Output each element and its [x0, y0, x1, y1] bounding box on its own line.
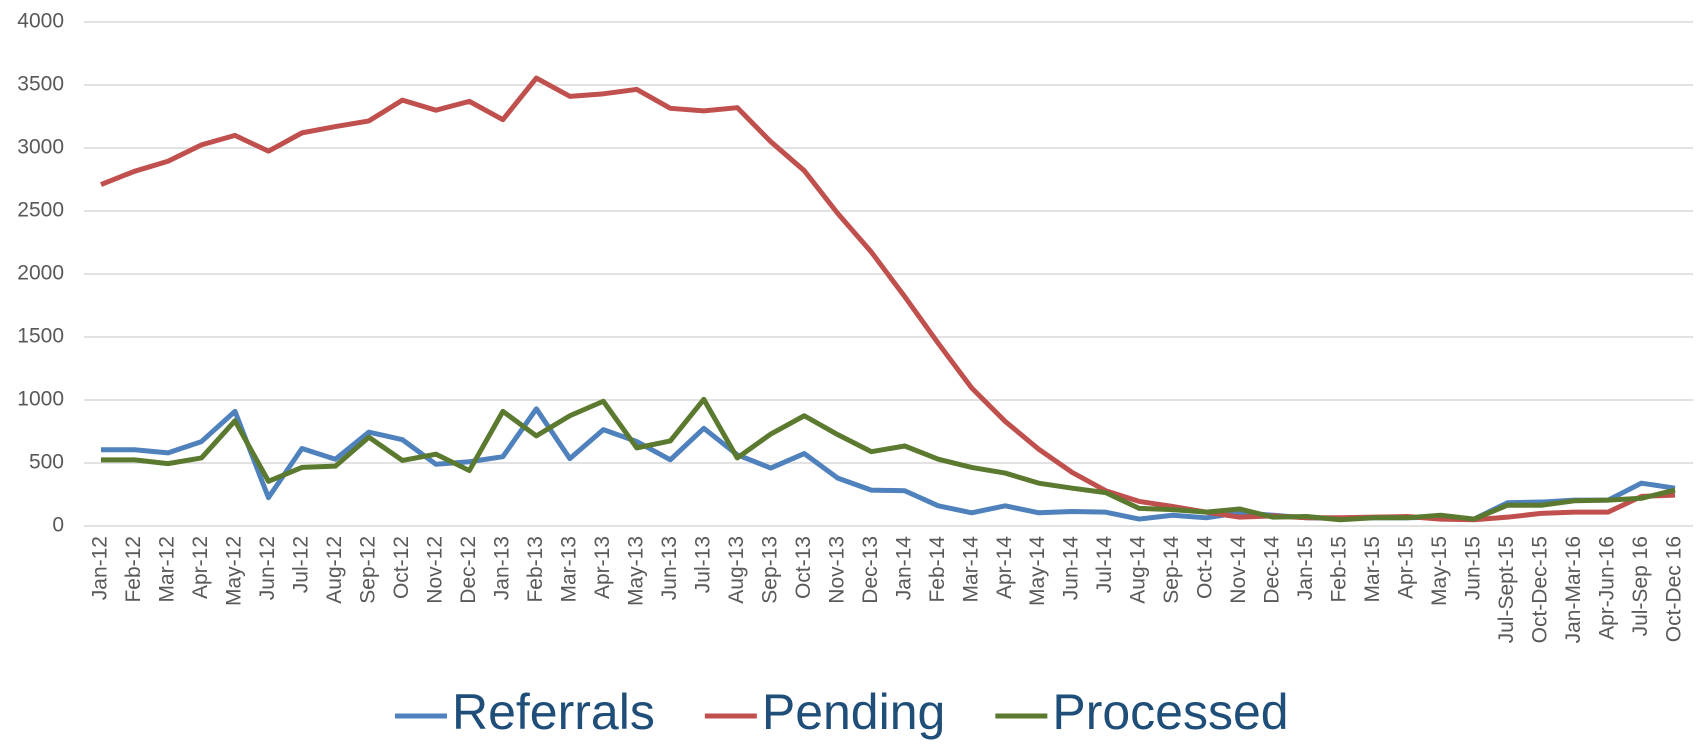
x-tick-label: Jun-13 [658, 536, 681, 600]
x-tick-label: Jan-14 [892, 536, 915, 601]
x-tick-label: Feb-15 [1328, 536, 1351, 603]
y-tick-label: 500 [29, 451, 64, 474]
x-tick-label: Feb-14 [926, 536, 949, 603]
x-tick-label: Jan-Mar-16 [1562, 536, 1585, 643]
series-line [101, 396, 1676, 523]
x-tick-label: Jul-Sep 16 [1629, 536, 1652, 636]
x-tick-label: Dec-14 [1261, 536, 1284, 604]
x-tick-label: Apr-12 [189, 536, 212, 599]
x-tick-label: Jul-13 [691, 536, 714, 593]
legend-label: Processed [1052, 684, 1288, 740]
y-tick-label: 1500 [17, 325, 64, 348]
x-tick-label: Jul-14 [1093, 536, 1116, 594]
x-tick-label: Jun-15 [1462, 536, 1485, 600]
x-tick-label: Jul-12 [289, 536, 312, 593]
legend-label: Referrals [452, 684, 655, 740]
y-tick-label: 4000 [17, 10, 64, 33]
x-tick-label: May-15 [1428, 536, 1451, 606]
x-tick-label: Jul-Sept-15 [1495, 536, 1518, 643]
x-tick-label: Aug-12 [323, 536, 346, 604]
x-tick-label: Mar-15 [1361, 536, 1384, 603]
x-tick-label: Sep-12 [356, 536, 379, 604]
x-tick-label: Mar-13 [557, 536, 580, 603]
x-tick-label: Oct-14 [1194, 536, 1217, 599]
x-tick-label: Apr-14 [993, 536, 1016, 599]
x-tick-label: Jan-12 [89, 536, 112, 600]
x-tick-label: Oct-13 [792, 536, 815, 599]
x-tick-label: Oct-Dec 16 [1663, 536, 1686, 642]
y-tick-label: 1000 [17, 388, 64, 411]
x-tick-label: Oct-12 [390, 536, 413, 599]
y-tick-label: 0 [52, 514, 64, 537]
y-tick-label: 2000 [17, 262, 64, 285]
x-tick-label: Aug-14 [1127, 536, 1150, 604]
y-tick-label: 2500 [17, 199, 64, 222]
x-tick-label: Nov-13 [825, 536, 848, 604]
x-tick-label: Nov-14 [1227, 536, 1250, 604]
x-tick-label: Aug-13 [725, 536, 748, 604]
x-tick-label: Jun-12 [256, 536, 279, 600]
legend-label: Pending [762, 684, 946, 740]
x-tick-label: May-13 [624, 536, 647, 606]
x-tick-label: Jun-14 [1060, 536, 1083, 601]
x-tick-label: Nov-12 [423, 536, 446, 604]
x-tick-label: Mar-12 [156, 536, 179, 603]
x-tick-label: Dec-13 [859, 536, 882, 604]
x-tick-label: Apr-13 [591, 536, 614, 599]
x-tick-label: Jan-13 [490, 536, 513, 600]
x-tick-label: Apr-Jun-16 [1596, 536, 1619, 640]
x-tick-label: Jan-15 [1294, 536, 1317, 600]
x-tick-label: Apr-15 [1395, 536, 1418, 599]
x-tick-label: Oct-Dec-15 [1529, 536, 1552, 643]
y-tick-label: 3500 [17, 73, 64, 96]
y-tick-label: 3000 [17, 136, 64, 159]
x-tick-label: Feb-12 [122, 536, 145, 603]
x-tick-label: Sep-14 [1160, 536, 1183, 604]
x-tick-label: Dec-12 [457, 536, 480, 604]
series-line [100, 75, 1676, 523]
x-tick-label: Mar-14 [959, 536, 982, 603]
x-tick-label: Sep-13 [758, 536, 781, 604]
x-tick-label: May-14 [1026, 536, 1049, 606]
x-tick-label: May-12 [223, 536, 246, 606]
x-tick-label: Feb-13 [524, 536, 547, 603]
